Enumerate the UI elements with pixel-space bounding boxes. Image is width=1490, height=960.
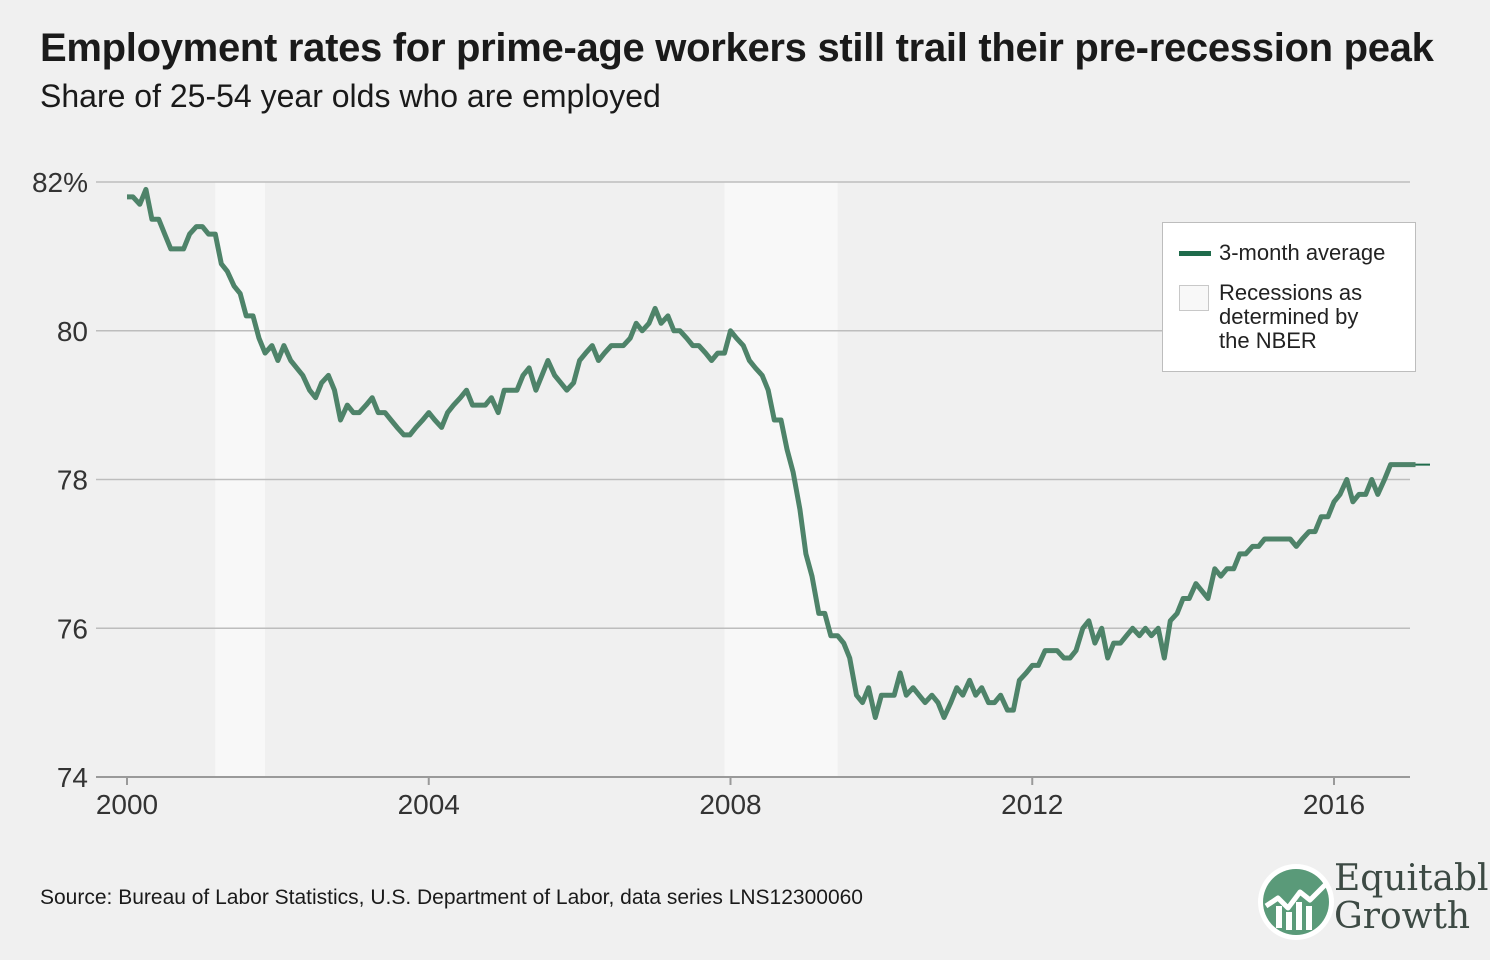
source-note: Source: Bureau of Labor Statistics, U.S.… [40, 886, 863, 909]
legend-recession-label-2: determined by [1219, 304, 1359, 329]
chart-title: Employment rates for prime-age workers s… [40, 26, 1434, 70]
y-tick-label: 78 [57, 465, 88, 496]
axes: 82% 80 78 76 74 2000 2004 2008 2012 2016 [32, 167, 1365, 820]
line-chart: 82% 80 78 76 74 2000 2004 2008 2012 2016 [32, 167, 1430, 820]
legend: 3-month average Recessions as determined… [1162, 222, 1416, 372]
x-tick-label: 2000 [96, 789, 158, 820]
legend-recession-swatch [1179, 285, 1209, 311]
x-tick-label: 2008 [699, 789, 761, 820]
y-tick-label: 74 [57, 762, 88, 793]
x-tick-label: 2004 [398, 789, 460, 820]
chart-subtitle: Share of 25-54 year olds who are employe… [40, 78, 661, 114]
y-tick-label: 76 [57, 613, 88, 644]
series-line-0 [127, 186, 1416, 720]
equitable-growth-logo: Equitable Growth [1250, 856, 1490, 946]
y-tick-label: 82% [32, 167, 88, 198]
logo-text: Equitable Growth [1334, 858, 1490, 937]
y-tick-label: 80 [57, 316, 88, 347]
legend-line-swatch [1179, 251, 1211, 256]
legend-recession-label-1: Recessions as [1219, 280, 1363, 305]
bar-chart-growth-icon [1258, 864, 1334, 940]
x-tick-label: 2016 [1303, 789, 1365, 820]
series-lines [127, 186, 1430, 720]
legend-recession-label-3: the NBER [1219, 328, 1317, 353]
x-tick-label: 2012 [1001, 789, 1063, 820]
legend-line-label: 3-month average [1219, 240, 1386, 265]
